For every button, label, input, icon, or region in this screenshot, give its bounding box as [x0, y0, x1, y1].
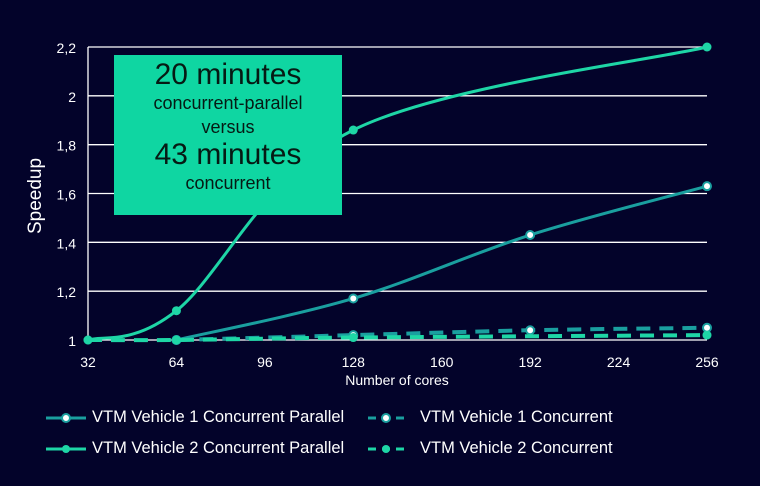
- data-point: [702, 322, 712, 333]
- data-point: [702, 181, 712, 192]
- x-tick-label: 96: [257, 354, 273, 370]
- legend-label: VTM Vehicle 1 Concurrent Parallel: [92, 408, 345, 426]
- legend-label: VTM Vehicle 2 Concurrent Parallel: [92, 439, 345, 457]
- data-point: [525, 230, 536, 241]
- data-point: [348, 333, 358, 343]
- x-tick-label: 128: [342, 354, 366, 370]
- y-tick-label: 1,8: [57, 138, 77, 154]
- data-point: [702, 42, 712, 52]
- data-point: [171, 306, 181, 316]
- y-axis-label: Speedup: [25, 158, 46, 234]
- y-tick-label: 2: [68, 89, 76, 105]
- x-tick-label: 32: [80, 354, 96, 370]
- legend-item-v1-c: VTM Vehicle 1 Concurrent: [366, 408, 613, 427]
- x-tick-label: 224: [607, 354, 631, 370]
- legend-item-v2-cp: VTM Vehicle 2 Concurrent Parallel: [44, 439, 366, 458]
- legend: VTM Vehicle 1 Concurrent Parallel VTM Ve…: [44, 402, 684, 464]
- legend-item-v2-c: VTM Vehicle 2 Concurrent: [366, 439, 613, 458]
- callout-line-2: concurrent-parallel: [153, 93, 303, 113]
- legend-swatch: [368, 444, 408, 453]
- callout-line-4: 43 minutes: [154, 138, 302, 171]
- x-tick-label: 192: [518, 354, 542, 370]
- data-point: [525, 325, 536, 336]
- legend-item-v1-cp: VTM Vehicle 1 Concurrent Parallel: [44, 408, 366, 427]
- legend-swatch: [46, 412, 86, 423]
- data-point: [83, 335, 93, 345]
- y-tick-label: 1,2: [57, 284, 77, 300]
- y-tick-label: 1,4: [57, 235, 77, 251]
- series-line: [176, 184, 708, 342]
- x-tick-label: 160: [430, 354, 454, 370]
- callout-line-1: 20 minutes: [154, 58, 302, 91]
- y-tick-label: 1: [68, 333, 76, 349]
- legend-swatch: [46, 444, 86, 453]
- legend-label: VTM Vehicle 1 Concurrent: [420, 408, 613, 426]
- legend-label: VTM Vehicle 2 Concurrent: [420, 439, 613, 457]
- legend-swatch: [368, 412, 408, 423]
- callout-line-3: versus: [201, 117, 255, 137]
- callout-box: 20 minutes concurrent-parallel versus 43…: [114, 55, 342, 215]
- callout-line-5: concurrent: [185, 173, 271, 193]
- data-point: [171, 335, 181, 345]
- series-line: [87, 333, 708, 343]
- x-tick-label: 64: [169, 354, 185, 370]
- x-axis-label: Number of cores: [345, 372, 448, 388]
- data-point: [702, 330, 712, 340]
- y-tick-label: 1,6: [57, 187, 77, 203]
- y-tick-label: 2,2: [57, 40, 77, 56]
- data-point: [348, 293, 359, 304]
- data-point: [348, 125, 358, 135]
- x-tick-label: 256: [695, 354, 719, 370]
